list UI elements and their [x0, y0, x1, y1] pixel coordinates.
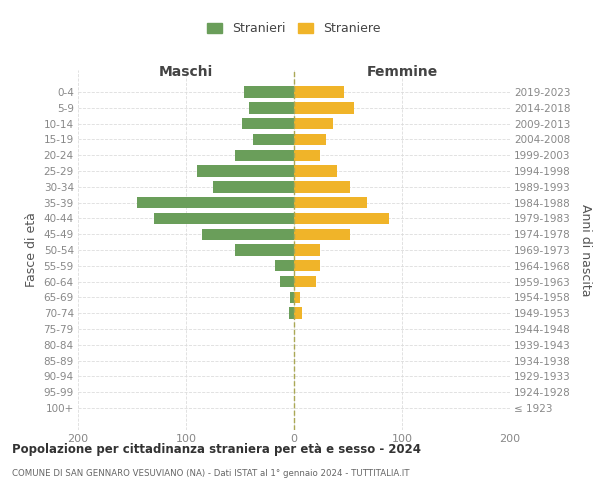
Bar	[294, 228, 350, 240]
Bar	[202, 228, 294, 240]
Bar	[294, 276, 316, 287]
Y-axis label: Anni di nascita: Anni di nascita	[579, 204, 592, 296]
Bar	[294, 102, 355, 114]
Bar	[248, 102, 294, 114]
Text: COMUNE DI SAN GENNARO VESUVIANO (NA) - Dati ISTAT al 1° gennaio 2024 - TUTTITALI: COMUNE DI SAN GENNARO VESUVIANO (NA) - D…	[12, 468, 409, 477]
Text: Popolazione per cittadinanza straniera per età e sesso - 2024: Popolazione per cittadinanza straniera p…	[12, 442, 421, 456]
Bar	[294, 212, 389, 224]
Legend: Stranieri, Straniere: Stranieri, Straniere	[207, 22, 381, 36]
Bar	[137, 197, 294, 208]
Bar	[294, 197, 367, 208]
Bar	[235, 244, 294, 256]
Bar	[294, 244, 320, 256]
Bar	[154, 212, 294, 224]
Bar	[235, 150, 294, 161]
Text: Maschi: Maschi	[159, 66, 213, 80]
Bar	[294, 260, 320, 272]
Bar	[289, 308, 294, 319]
Bar	[244, 86, 294, 98]
Bar	[294, 150, 320, 161]
Bar	[242, 118, 294, 130]
Bar	[275, 260, 294, 272]
Bar	[294, 86, 344, 98]
Bar	[253, 134, 294, 145]
Bar	[197, 166, 294, 176]
Y-axis label: Fasce di età: Fasce di età	[25, 212, 38, 288]
Bar	[290, 292, 294, 303]
Bar	[294, 181, 350, 192]
Bar	[213, 181, 294, 192]
Bar	[294, 166, 337, 176]
Text: Femmine: Femmine	[367, 66, 437, 80]
Bar	[294, 134, 326, 145]
Bar	[294, 292, 301, 303]
Bar	[294, 118, 333, 130]
Bar	[294, 308, 302, 319]
Bar	[280, 276, 294, 287]
